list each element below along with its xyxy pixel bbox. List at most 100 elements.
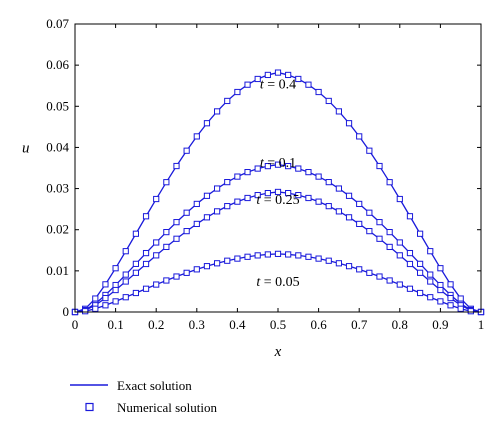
- numerical-point: [183, 209, 190, 216]
- numerical-point: [406, 213, 414, 220]
- numerical-point: [437, 281, 444, 289]
- numerical-point: [132, 230, 140, 237]
- numerical-point: [92, 305, 99, 312]
- numerical-point: [82, 308, 89, 315]
- numerical-point: [356, 266, 363, 273]
- numerical-point: [193, 220, 200, 228]
- numerical-point: [285, 251, 292, 258]
- numerical-point: [396, 239, 403, 246]
- numerical-point: [417, 269, 424, 276]
- y-tick-label: 0.05: [46, 98, 69, 113]
- numerical-point: [122, 271, 129, 278]
- numerical-point: [376, 219, 383, 226]
- numerical-point: [356, 200, 363, 208]
- numerical-point: [406, 285, 414, 292]
- numerical-point: [285, 71, 292, 79]
- numerical-point: [122, 278, 129, 285]
- curve-label: t = 0.4: [260, 78, 296, 93]
- numerical-point: [315, 255, 322, 262]
- numerical-point: [112, 298, 119, 305]
- numerical-point: [325, 203, 332, 210]
- x-tick-label: 0.8: [392, 317, 408, 332]
- annotations: t = 0.4 t = 0.1 t = 0.25 t = 0.05: [256, 78, 299, 290]
- numerical-point: [376, 273, 383, 280]
- numerical-point: [345, 214, 353, 221]
- numerical-point: [132, 269, 140, 276]
- numerical-point: [467, 308, 474, 315]
- numerical-point: [305, 253, 312, 260]
- numerical-point: [193, 200, 200, 208]
- numerical-point: [173, 162, 180, 170]
- x-tick-label: 0.1: [107, 317, 123, 332]
- numerical-point: [214, 185, 221, 192]
- numerical-point: [244, 81, 251, 88]
- numerical-point: [173, 273, 180, 280]
- numerical-point: [285, 189, 292, 197]
- numerical-point: [396, 252, 403, 259]
- numerical-point: [386, 229, 393, 236]
- numerical-point: [437, 265, 444, 272]
- numerical-point: [224, 203, 231, 210]
- numerical-point: [417, 289, 424, 297]
- numerical-point: [173, 235, 180, 242]
- numerical-point: [142, 213, 150, 220]
- numerical-point: [457, 295, 464, 302]
- numerical-point: [163, 179, 170, 186]
- numerical-point: [244, 253, 251, 260]
- numerical-point: [335, 260, 342, 267]
- x-tick-label: 0.4: [229, 317, 246, 332]
- numerical-point: [264, 251, 271, 258]
- x-tick-label: 0.2: [148, 317, 164, 332]
- numerical-point: [356, 133, 363, 140]
- numerical-point: [173, 219, 180, 226]
- numerical-point: [335, 208, 342, 215]
- numerical-point: [214, 108, 221, 115]
- x-tick-label: 0.5: [270, 317, 286, 332]
- numerical-point: [203, 192, 211, 199]
- numerical-point: [132, 289, 140, 297]
- numerical-point: [224, 179, 231, 186]
- y-tick-label: 0: [63, 304, 70, 319]
- numerical-point: [254, 165, 261, 172]
- numerical-point: [142, 249, 150, 257]
- numerical-point: [254, 252, 261, 259]
- numerical-point: [153, 252, 160, 259]
- x-tick-label: 0: [72, 317, 79, 332]
- numerical-point: [366, 147, 373, 154]
- y-axis-title: u: [22, 140, 30, 156]
- numerical-point: [102, 294, 109, 302]
- numerical-point: [396, 281, 403, 288]
- legend-label-exact: Exact solution: [117, 378, 192, 393]
- numerical-point: [153, 239, 160, 246]
- numerical-point: [295, 165, 302, 172]
- numerical-point: [285, 163, 292, 170]
- numerical-point: [193, 266, 200, 273]
- numerical-point: [447, 294, 454, 302]
- numerical-point: [203, 263, 211, 270]
- numerical-point: [345, 192, 353, 199]
- numerical-point: [386, 277, 393, 284]
- numerical-point: [203, 214, 211, 221]
- numerical-point: [183, 147, 190, 154]
- numerical-point: [325, 257, 332, 264]
- numerical-point: [112, 281, 119, 289]
- numerical-point: [153, 195, 160, 203]
- numerical-point: [376, 162, 383, 170]
- legend-square-swatch: [85, 402, 94, 412]
- numerical-point: [234, 198, 241, 205]
- numerical-point: [102, 281, 109, 288]
- numerical-point: [315, 173, 322, 180]
- numerical-point: [427, 278, 434, 285]
- numerical-point: [142, 285, 150, 292]
- numerical-point: [386, 243, 393, 251]
- curve-label: t = 0.25: [256, 193, 299, 208]
- x-tick-label: 0.9: [432, 317, 448, 332]
- numerical-point: [193, 133, 200, 140]
- x-tick-label: 1: [478, 317, 485, 332]
- legend: Exact solution Numerical solution: [70, 378, 218, 415]
- y-tick-label: 0.03: [46, 181, 69, 196]
- numerical-point: [244, 169, 251, 176]
- numerical-point: [457, 305, 464, 312]
- numerical-point: [163, 277, 170, 284]
